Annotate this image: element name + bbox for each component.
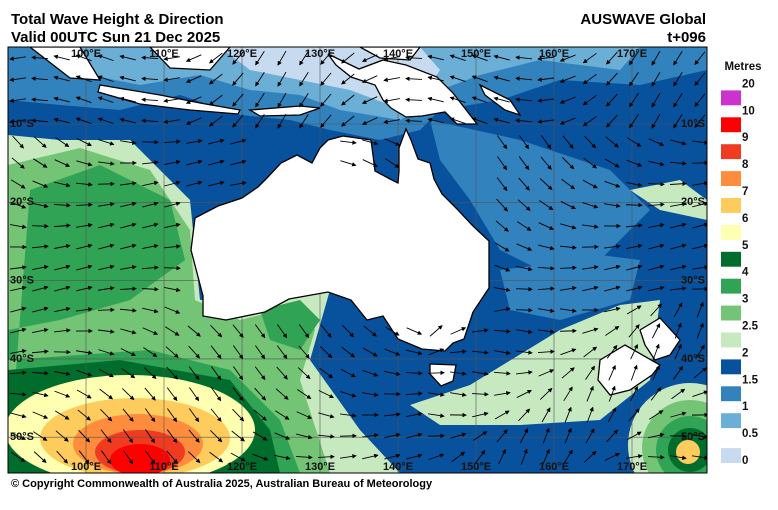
legend-swatch: [721, 225, 741, 240]
lon-label: 150°E: [461, 461, 491, 473]
legend-swatch: [721, 279, 741, 294]
lon-label: 160°E: [539, 461, 569, 473]
legend-swatch: [721, 90, 741, 105]
wave-arrow: [164, 268, 180, 269]
legend-swatch: [721, 171, 741, 186]
lon-label: 130°E: [305, 461, 335, 473]
lat-label: 30°S: [681, 275, 705, 287]
wave-arrow: [32, 226, 48, 227]
valid-time: Valid 00UTC Sun 21 Dec 2025: [11, 29, 220, 46]
lat-label: 50°S: [10, 431, 34, 443]
lat-label: 30°S: [10, 275, 34, 287]
lat-label: 50°S: [681, 431, 705, 443]
legend-label: 4: [742, 267, 749, 279]
wave-arrow: [692, 163, 708, 164]
legend-swatch: [721, 333, 741, 348]
lat-label: 10°S: [10, 118, 34, 130]
lon-label: 110°E: [149, 461, 178, 473]
lat-label: 40°S: [10, 353, 34, 365]
map: 100°E 100°E 110°E 110°E 120°E 120°E 130°E 130°E…: [5, 47, 752, 505]
legend-swatch: [721, 306, 741, 321]
legend-title: Metres: [724, 61, 761, 73]
lat-label: 40°S: [681, 353, 705, 365]
legend-label: 9: [742, 132, 748, 144]
lon-label: 120°E: [227, 461, 257, 473]
lon-label: 130°E: [305, 48, 335, 60]
lat-label: 10°S: [681, 118, 705, 130]
lon-label: 150°E: [461, 48, 491, 60]
legend-swatch: [721, 144, 741, 159]
legend-swatch: [721, 413, 741, 428]
legend-swatch: [721, 198, 741, 213]
copyright: © Copyright Commonwealth of Australia 20…: [11, 478, 433, 490]
forecast-step: t+096: [667, 29, 706, 46]
lon-label: 170°E: [617, 461, 647, 473]
lat-label: 20°S: [10, 196, 34, 208]
legend-swatch: [721, 448, 741, 463]
legend-label: 6: [742, 213, 748, 225]
field-6: [676, 440, 700, 464]
legend-swatch: [721, 359, 741, 374]
legend-label: 5: [742, 240, 749, 252]
legend-label: 0.5: [742, 428, 759, 440]
lon-label: 140°E: [383, 461, 413, 473]
legend-swatch: [721, 252, 741, 267]
legend-swatch: [721, 386, 741, 401]
wave-arrow: [98, 310, 114, 311]
lon-label: 120°E: [227, 48, 257, 60]
lon-label: 160°E: [539, 48, 569, 60]
legend-label: 2: [742, 347, 748, 359]
legend-label: 0: [742, 455, 748, 467]
lon-label: 140°E: [383, 48, 413, 60]
legend: 0 0.5 1 1.5 2 2.5 3 4 5 6 7 8 9 10 20: [721, 78, 759, 467]
legend-label: 1.5: [742, 374, 759, 386]
wave-arrow: [428, 373, 444, 374]
lon-label: 100°E: [71, 461, 101, 473]
lon-label: 110°E: [149, 48, 178, 60]
lon-label: 170°E: [617, 48, 647, 60]
lon-label: 100°E: [71, 48, 101, 60]
legend-label: 10: [742, 105, 755, 117]
model-name: AUSWAVE Global: [580, 11, 706, 28]
legend-label: 7: [742, 186, 748, 198]
legend-label: 3: [742, 294, 748, 306]
legend-label: 2.5: [742, 321, 759, 333]
legend-label: 20: [742, 78, 755, 90]
title: Total Wave Height & Direction: [11, 11, 224, 28]
legend-swatch: [721, 117, 741, 132]
lat-label: 20°S: [681, 196, 705, 208]
legend-label: 8: [742, 159, 749, 171]
legend-label: 1: [742, 401, 749, 413]
